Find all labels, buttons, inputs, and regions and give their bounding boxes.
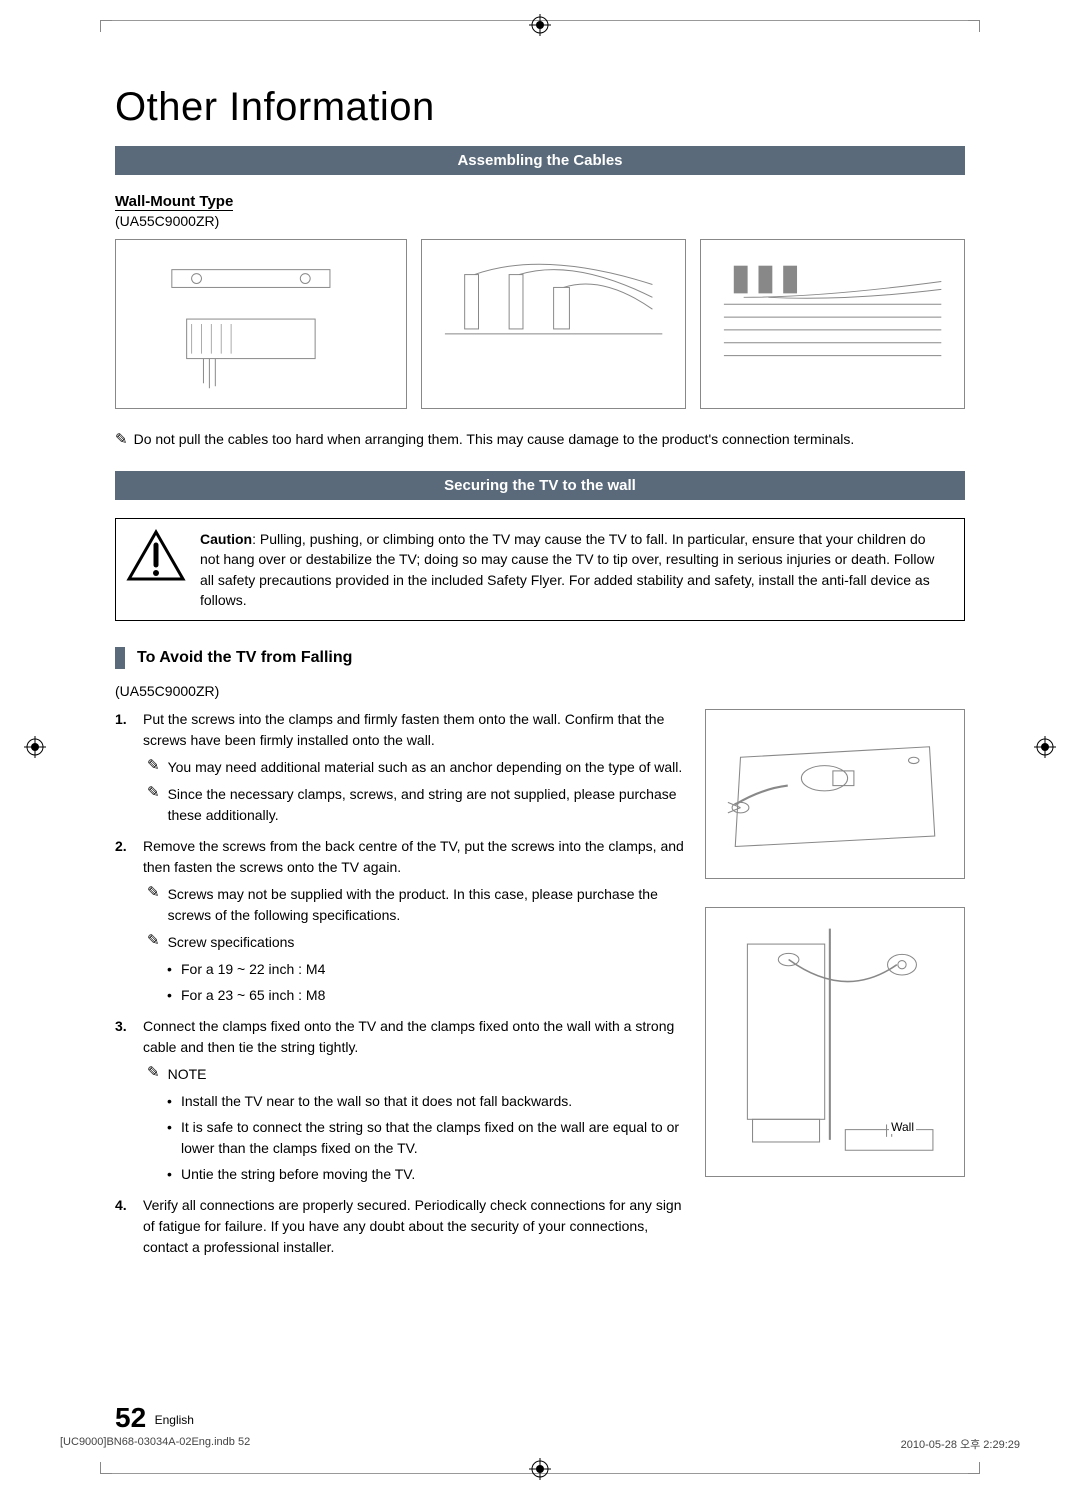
print-footer: [UC9000]BN68-03034A-02Eng.indb 52 2010-0… — [60, 1436, 1020, 1452]
step-1-text: Put the screws into the clamps and firml… — [143, 711, 664, 748]
model-number: (UA55C9000ZR) — [115, 213, 965, 229]
step-3-bullet-3: Untie the string before moving the TV. — [167, 1164, 685, 1185]
page-title: Other Information — [115, 85, 965, 130]
step-3-bullets: Install the TV near to the wall so that … — [143, 1091, 685, 1185]
step-2-text: Remove the screws from the back centre o… — [143, 838, 684, 875]
note-icon: ✎ — [147, 785, 160, 826]
cable-pull-note: ✎ Do not pull the cables too hard when a… — [115, 431, 965, 447]
note-icon: ✎ — [147, 758, 160, 778]
crop-mark — [968, 20, 980, 32]
cable-diagram-3 — [700, 239, 965, 409]
step-3-bullet-1: Install the TV near to the wall so that … — [167, 1091, 685, 1112]
caution-label: Caution — [200, 531, 252, 547]
tv-secure-diagram: Wall — [705, 907, 965, 1177]
wall-label: Wall — [889, 1120, 916, 1134]
subsection-accent — [115, 647, 125, 669]
screw-spec-list: For a 19 ~ 22 inch : M4 For a 23 ~ 65 in… — [143, 959, 685, 1006]
note-icon: ✎ — [147, 1065, 160, 1085]
step-1-note-2: ✎ Since the necessary clamps, screws, an… — [143, 784, 685, 826]
step-3-text: Connect the clamps fixed onto the TV and… — [143, 1018, 674, 1055]
caution-body: : Pulling, pushing, or climbing onto the… — [200, 531, 934, 608]
step-3: Connect the clamps fixed onto the TV and… — [115, 1016, 685, 1185]
avoid-two-column: Put the screws into the clamps and firml… — [115, 709, 965, 1268]
note-icon: ✎ — [147, 885, 160, 926]
caution-icon — [126, 529, 186, 589]
avoid-steps-list: Put the screws into the clamps and firml… — [115, 709, 685, 1258]
screw-spec-1: For a 19 ~ 22 inch : M4 — [167, 959, 685, 980]
avoid-diagram-column: Wall — [705, 709, 965, 1268]
screw-spec-2: For a 23 ~ 65 inch : M8 — [167, 985, 685, 1006]
page-footer: 52 English — [115, 1402, 194, 1434]
step-2: Remove the screws from the back centre o… — [115, 836, 685, 1006]
print-file-name: [UC9000]BN68-03034A-02Eng.indb 52 — [60, 1436, 250, 1452]
avoid-steps-column: Put the screws into the clamps and firml… — [115, 709, 685, 1268]
avoid-model-number: (UA55C9000ZR) — [115, 683, 965, 699]
step-1-note-1: ✎ You may need additional material such … — [143, 757, 685, 778]
registration-mark-top — [529, 14, 551, 36]
print-timestamp: 2010-05-28 오후 2:29:29 — [901, 1436, 1020, 1452]
step-2-note-2: ✎ Screw specifications — [143, 932, 685, 953]
step-3-note: ✎ NOTE — [143, 1064, 685, 1085]
crop-mark — [100, 1462, 112, 1474]
avoid-subsection-header: To Avoid the TV from Falling — [115, 647, 965, 669]
note-icon: ✎ — [115, 432, 128, 447]
crop-mark — [968, 1462, 980, 1474]
section-bar-securing: Securing the TV to the wall — [115, 471, 965, 500]
step-4: Verify all connections are properly secu… — [115, 1195, 685, 1258]
step-1-note-1-text: You may need additional material such as… — [168, 757, 683, 778]
wall-clamp-diagram — [705, 709, 965, 879]
section-bar-cables: Assembling the Cables — [115, 146, 965, 175]
cable-diagram-2 — [421, 239, 686, 409]
step-1-note-2-text: Since the necessary clamps, screws, and … — [168, 784, 685, 826]
page-content: Other Information Assembling the Cables … — [115, 85, 965, 1434]
page-language: English — [155, 1413, 194, 1427]
caution-box: Caution: Pulling, pushing, or climbing o… — [115, 518, 965, 621]
cable-diagram-row — [115, 239, 965, 409]
cable-pull-note-text: Do not pull the cables too hard when arr… — [134, 431, 855, 447]
step-2-note-2-text: Screw specifications — [168, 932, 295, 953]
crop-mark — [100, 20, 112, 32]
step-1: Put the screws into the clamps and firml… — [115, 709, 685, 826]
step-2-note-1-text: Screws may not be supplied with the prod… — [168, 884, 685, 926]
wall-mount-subhead: Wall-Mount Type — [115, 193, 233, 211]
step-2-note-1: ✎ Screws may not be supplied with the pr… — [143, 884, 685, 926]
registration-mark-bottom — [529, 1458, 551, 1480]
step-3-bullet-2: It is safe to connect the string so that… — [167, 1117, 685, 1159]
cable-diagram-1 — [115, 239, 407, 409]
note-icon: ✎ — [147, 933, 160, 953]
caution-text: Caution: Pulling, pushing, or climbing o… — [200, 529, 948, 610]
page-number: 52 — [115, 1402, 146, 1434]
avoid-title: To Avoid the TV from Falling — [137, 649, 352, 667]
registration-mark-right — [1034, 736, 1056, 758]
step-4-text: Verify all connections are properly secu… — [143, 1197, 682, 1255]
registration-mark-left — [24, 736, 46, 758]
step-3-note-label: NOTE — [168, 1064, 207, 1085]
